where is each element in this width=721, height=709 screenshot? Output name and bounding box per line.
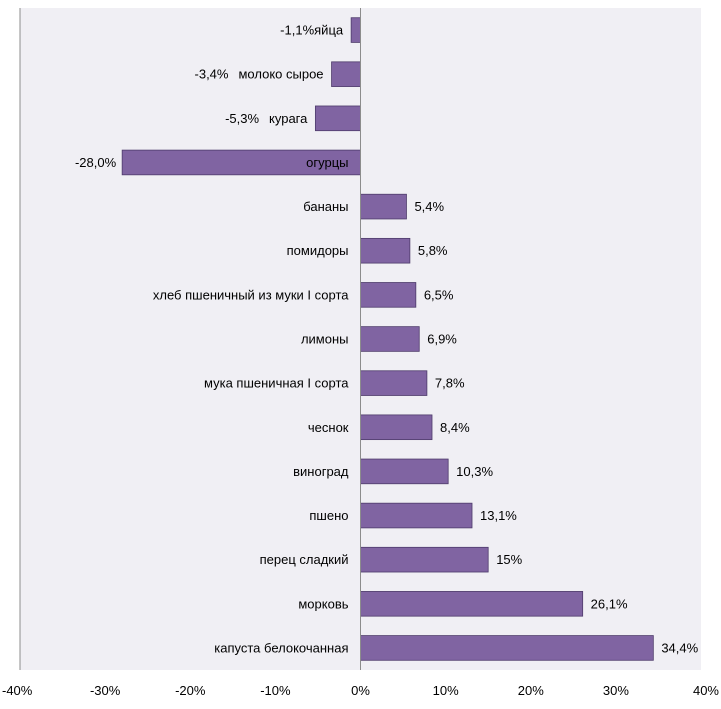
data-label: 8,4% <box>440 420 470 435</box>
data-label: 15% <box>496 552 522 567</box>
data-label: 6,5% <box>424 287 454 302</box>
data-label: 7,8% <box>435 376 465 391</box>
x-tick-label: -30% <box>90 683 121 698</box>
category-label: чеснок <box>308 420 349 435</box>
data-label: 10,3% <box>456 464 493 479</box>
x-tick-label: -10% <box>260 683 291 698</box>
category-label: огурцы <box>306 155 348 170</box>
bar <box>360 635 654 661</box>
bar <box>360 282 417 308</box>
bar <box>121 149 361 176</box>
category-label: молоко сырое <box>238 67 323 82</box>
x-tick-label: 40% <box>693 683 719 698</box>
data-label: 13,1% <box>480 508 517 523</box>
bar <box>360 502 473 529</box>
category-label: курага <box>269 111 308 126</box>
bar <box>360 237 411 264</box>
data-label: -5,3% <box>225 111 259 126</box>
bar <box>360 546 489 573</box>
category-label: помидоры <box>287 243 349 258</box>
x-tick-labels-group: -40% -30% -20% -10% 0% 10% 20% 30% 40% <box>2 683 719 698</box>
bar <box>360 370 428 396</box>
bar <box>360 591 584 617</box>
x-tick-label: -20% <box>175 683 206 698</box>
category-label: бананы <box>303 199 348 214</box>
data-labels-group: -1,1% -3,4% -5,3% -28,0% 5,4% 5,8% 6,5% 6,9% 7,8… <box>75 23 699 656</box>
x-tick-label: -40% <box>2 683 33 698</box>
bar <box>360 326 420 352</box>
x-tick-label: 30% <box>603 683 629 698</box>
data-label: 6,9% <box>427 332 457 347</box>
bar <box>314 105 361 132</box>
bar <box>360 193 407 220</box>
data-label: -3,4% <box>195 67 229 82</box>
category-label: хлеб пшеничный из муки I сорта <box>153 287 349 302</box>
data-label: 5,8% <box>418 243 448 258</box>
category-labels-group: яйца молоко сырое курага огурцы бананы помидо… <box>153 23 349 656</box>
data-label: -1,1% <box>280 23 314 38</box>
data-label: 34,4% <box>661 640 698 655</box>
data-label: -28,0% <box>75 155 117 170</box>
bar <box>350 17 361 43</box>
category-label: пшено <box>309 508 348 523</box>
data-label: 5,4% <box>414 199 444 214</box>
axis-group <box>19 8 361 670</box>
x-tick-label: 20% <box>518 683 544 698</box>
x-tick-label: 0% <box>351 683 370 698</box>
category-label: морковь <box>298 596 348 611</box>
category-label: виноград <box>293 464 349 479</box>
x-tick-label: 10% <box>433 683 459 698</box>
category-label: мука пшеничная I сорта <box>204 376 349 391</box>
data-label: 26,1% <box>591 596 628 611</box>
category-label: перец сладкий <box>260 552 349 567</box>
category-label: лимоны <box>301 332 349 347</box>
bar <box>331 61 361 87</box>
bars-group <box>121 17 654 661</box>
category-label: яйца <box>314 23 344 38</box>
category-label: капуста белокочанная <box>214 640 348 655</box>
bar <box>360 414 433 441</box>
bar <box>360 458 449 485</box>
